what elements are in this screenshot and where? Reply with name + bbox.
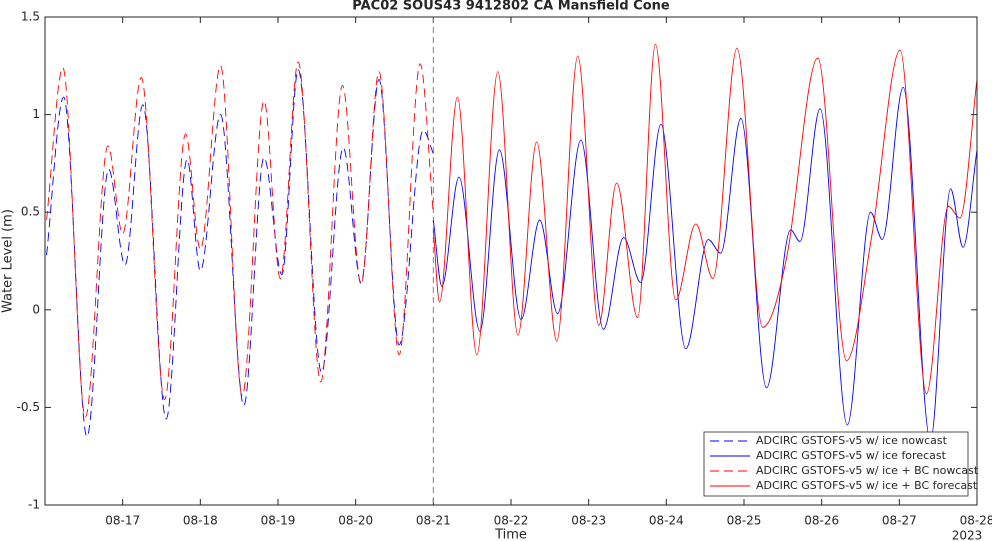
y-tick-label: -1 — [28, 498, 40, 512]
x-tick-label: 08-22 — [494, 514, 529, 528]
legend-label: ADCIRC GSTOFS-v5 w/ ice nowcast — [756, 434, 948, 447]
y-tick-label: -0.5 — [17, 400, 40, 414]
x-tick-label: 08-20 — [338, 514, 373, 528]
x-tick-label: 08-24 — [649, 514, 684, 528]
x-tick-label: 08-17 — [105, 514, 140, 528]
x-axis-label: Time — [494, 528, 527, 541]
x-tick-year: 2023 — [952, 529, 983, 541]
y-tick-label: 1.5 — [21, 10, 40, 24]
series-line — [432, 43, 978, 395]
y-tick-label: 0 — [32, 302, 40, 316]
series-line — [46, 61, 434, 418]
legend-label: ADCIRC GSTOFS-v5 w/ ice forecast — [756, 449, 947, 462]
series-line — [432, 86, 978, 442]
plot-frame — [44, 16, 978, 506]
x-tick-label: 08-25 — [727, 514, 762, 528]
x-tick-label: 08-28 — [960, 514, 992, 528]
x-tick-label: 08-26 — [804, 514, 839, 528]
legend-box — [703, 431, 969, 497]
y-tick-label: 1 — [32, 107, 40, 121]
legend: ADCIRC GSTOFS-v5 w/ ice nowcast ADCIRC GS… — [703, 431, 979, 497]
legend-label: ADCIRC GSTOFS-v5 w/ ice + BC forecast — [756, 479, 978, 492]
chart-title: PAC02 SOUS43 9412802 CA Mansfield Cone — [352, 0, 670, 14]
x-tick-label: 08-21 — [416, 514, 451, 528]
x-tick-label: 08-23 — [571, 514, 606, 528]
x-tick-label: 08-27 — [882, 514, 917, 528]
y-axis-label: Water Level (m) — [1, 209, 16, 313]
legend-label: ADCIRC GSTOFS-v5 w/ ice + BC nowcast — [756, 464, 979, 477]
x-tick-label: 08-19 — [261, 514, 296, 528]
x-tick-label: 08-18 — [183, 514, 218, 528]
y-tick-label: 0.5 — [21, 205, 40, 219]
